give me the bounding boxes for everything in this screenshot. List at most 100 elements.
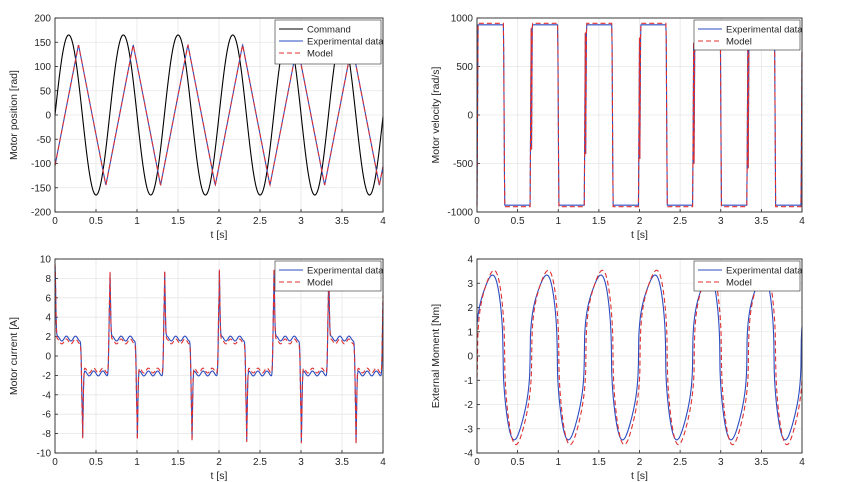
x-tick-label: 1 (134, 216, 140, 227)
x-tick-label: 0.5 (511, 457, 525, 468)
x-tick-label: 4 (799, 216, 805, 227)
x-tick-label: 3.5 (335, 457, 349, 468)
y-tick-label: 10 (40, 255, 52, 266)
y-tick-label: -200 (31, 208, 51, 219)
x-tick-label: 1.5 (171, 216, 185, 227)
y-tick-label: -50 (37, 135, 52, 146)
series-line-0 (476, 274, 803, 441)
axes-frame (476, 17, 803, 213)
y-axis-label: Motor current [A] (8, 317, 20, 395)
x-axis-label: t [s] (631, 470, 648, 482)
legend-label-1: Model (726, 36, 752, 47)
y-tick-label: 2 (45, 332, 51, 343)
x-tick-label: 1 (555, 216, 561, 227)
y-tick-label: 50 (40, 86, 52, 97)
y-tick-label: -3 (464, 424, 473, 435)
legend-label-1: Model (307, 277, 333, 288)
x-axis-label: t [s] (631, 229, 648, 241)
y-tick-label: -10 (37, 449, 52, 460)
y-tick-label: 4 (45, 313, 51, 324)
y-axis-label: Motor position [rad] (8, 70, 20, 160)
x-tick-label: 0 (52, 216, 58, 227)
legend-label-0: Experimental data (726, 265, 803, 276)
y-tick-label: -500 (453, 159, 473, 170)
chart-current: 0 0.5 1 1.5 2 2.5 3 3.5 4 -10 -8 -6 -4 -2 0 2 4 6 8 10 t [s]… (8, 255, 386, 482)
legend-label-1: Experimental data (307, 36, 384, 47)
y-tick-label: 0 (45, 352, 51, 363)
y-tick-label: -4 (42, 390, 51, 401)
legend-label-0: Experimental data (307, 265, 384, 276)
legend-box (274, 19, 382, 65)
y-tick-label: 200 (34, 14, 51, 25)
x-axis-label: t [s] (211, 229, 228, 241)
y-tick-label: -1 (464, 376, 473, 387)
series-line-1 (476, 22, 803, 208)
x-tick-label: 3.5 (335, 216, 349, 227)
x-tick-label: 4 (799, 457, 805, 468)
x-tick-label: 0.5 (89, 216, 103, 227)
x-tick-label: 0.5 (89, 457, 103, 468)
x-tick-label: 3 (718, 457, 724, 468)
y-tick-label: 0 (467, 352, 473, 363)
y-tick-label: 1000 (451, 14, 474, 25)
x-tick-label: 0.5 (511, 216, 525, 227)
y-axis-label: External Moment [Nm] (430, 304, 442, 409)
series-line-2 (54, 43, 384, 188)
x-tick-label: 2.5 (253, 216, 267, 227)
y-tick-label: 500 (456, 62, 473, 73)
series-line-0 (54, 34, 384, 196)
legend-box (274, 260, 382, 292)
x-tick-label: 2 (637, 216, 643, 227)
y-tick-label: 6 (45, 293, 51, 304)
x-tick-label: 2.5 (253, 457, 267, 468)
x-tick-label: 3.5 (754, 216, 768, 227)
chart-moment: 0 0.5 1 1.5 2 2.5 3 3.5 4 -4 -3 -2 -1 0 1 2 3 4 t [s] Exter… (430, 255, 805, 482)
y-tick-label: 3 (467, 279, 473, 290)
legend-box (693, 19, 801, 51)
y-tick-label: 8 (45, 274, 51, 285)
x-tick-label: 4 (380, 457, 386, 468)
axes-frame (54, 17, 384, 213)
x-tick-label: 2 (637, 457, 643, 468)
axes-frame (476, 258, 803, 454)
legend-label-2: Model (307, 48, 333, 59)
y-tick-label: 0 (45, 111, 51, 122)
y-tick-label: 1 (467, 327, 473, 338)
y-tick-label: -150 (31, 183, 51, 194)
x-tick-label: 1 (134, 457, 140, 468)
x-tick-label: 2.5 (673, 216, 687, 227)
axes-frame (54, 258, 384, 454)
y-tick-label: -4 (464, 449, 473, 460)
y-tick-label: 2 (467, 303, 473, 314)
x-tick-label: 1.5 (171, 457, 185, 468)
y-tick-label: -8 (42, 429, 51, 440)
x-tick-label: 2.5 (673, 457, 687, 468)
x-tick-label: 2 (216, 216, 222, 227)
y-tick-label: -2 (42, 371, 51, 382)
y-tick-label: 0 (467, 111, 473, 122)
x-tick-label: 2 (216, 457, 222, 468)
chart-position: 0 0.5 1 1.5 2 2.5 3 3.5 4 -200 -150 -100 -50 0 50 100 15… (8, 14, 386, 242)
x-tick-label: 3 (718, 216, 724, 227)
y-tick-label: -2 (464, 400, 473, 411)
x-tick-label: 4 (380, 216, 386, 227)
x-tick-label: 3 (298, 457, 304, 468)
y-tick-label: -6 (42, 410, 51, 421)
chart-velocity: 0 0.5 1 1.5 2 2.5 3 3.5 4 -1000 -500 0 500 1000 t [s] M… (430, 14, 805, 242)
x-tick-label: 0 (474, 216, 480, 227)
series-line-1 (54, 263, 384, 445)
x-tick-label: 3.5 (754, 457, 768, 468)
y-tick-label: -1000 (447, 208, 473, 219)
x-axis-label: t [s] (211, 470, 228, 482)
x-tick-label: 1.5 (592, 216, 606, 227)
y-tick-label: 4 (467, 255, 473, 266)
y-tick-label: 150 (34, 38, 51, 49)
legend-label-1: Model (726, 277, 752, 288)
x-tick-label: 1.5 (592, 457, 606, 468)
series-line-1 (476, 269, 803, 446)
